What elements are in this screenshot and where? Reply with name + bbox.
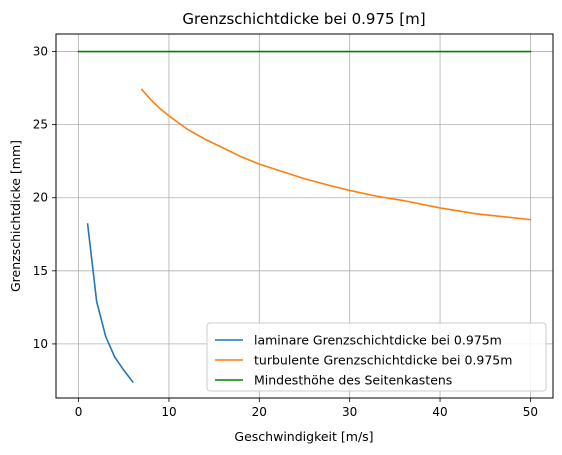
legend-label-1: turbulente Grenzschichtdicke bei 0.975m — [254, 353, 512, 368]
series-lines — [77, 50, 532, 384]
y-tick-label: 10 — [33, 337, 48, 351]
y-axis-label: Grenzschichtdicke [mm] — [8, 140, 23, 292]
x-tick-label: 10 — [161, 405, 176, 419]
chart-title: Grenzschichtdicke bei 0.975 [m] — [182, 10, 425, 28]
x-tick-label: 40 — [432, 405, 447, 419]
series-line-0 — [86, 223, 134, 384]
x-axis-label: Geschwindigkeit [m/s] — [234, 429, 373, 444]
y-tick-label: 25 — [33, 118, 48, 132]
legend-box — [206, 322, 547, 392]
plot-frame — [55, 33, 554, 399]
x-tick-label: 0 — [75, 405, 83, 419]
y-tick-label: 15 — [33, 264, 48, 278]
legend: laminare Grenzschichtdicke bei 0.975m tur… — [206, 322, 547, 392]
x-tick-label: 30 — [342, 405, 357, 419]
x-tick-label: 50 — [523, 405, 538, 419]
y-tick-label: 30 — [33, 45, 48, 59]
series-line-1 — [140, 88, 532, 221]
x-tick-label: 20 — [252, 405, 267, 419]
y-tick-label: 20 — [33, 191, 48, 205]
legend-label-2: Mindesthöhe des Seitenkastens — [254, 373, 452, 388]
axis-ticks: 0 10 20 30 40 50 10 15 20 25 30 — [33, 45, 538, 419]
legend-label-0: laminare Grenzschichtdicke bei 0.975m — [254, 333, 502, 348]
